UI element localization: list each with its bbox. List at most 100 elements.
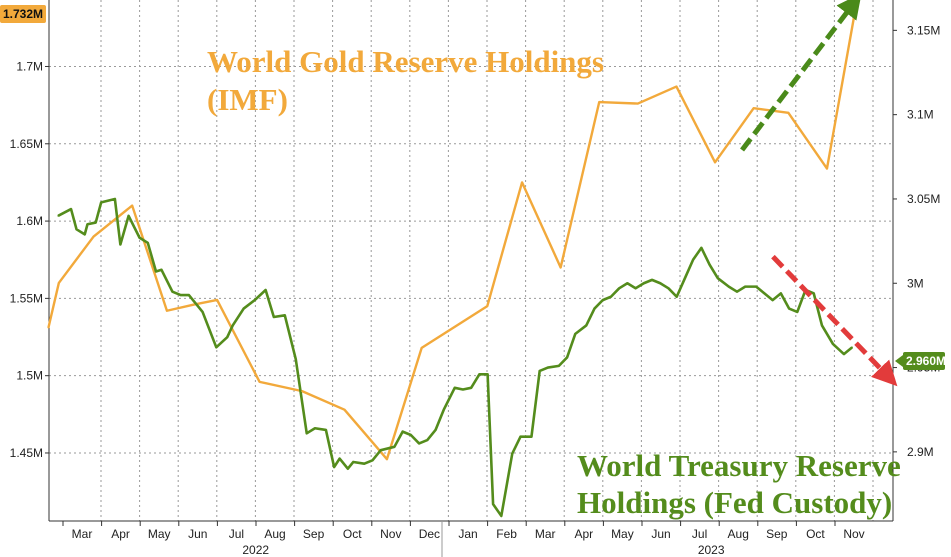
right-tick-label: 2.9M	[907, 445, 934, 459]
month-label: Aug	[728, 527, 749, 541]
treasury-point	[146, 241, 149, 244]
gold-point	[301, 390, 303, 392]
treasury-point	[305, 432, 308, 435]
month-label: May	[148, 527, 171, 541]
treasury-point	[659, 282, 662, 285]
treasury-title-line1: World Treasury Reserve	[577, 448, 901, 483]
gold-current-value: 1.732M	[3, 7, 43, 21]
gold-point	[258, 381, 261, 383]
treasury-point	[426, 439, 429, 441]
treasury-point	[242, 307, 245, 310]
gold-point	[386, 458, 388, 460]
treasury-point	[708, 263, 711, 266]
treasury-point	[393, 446, 396, 448]
month-label: Oct	[343, 527, 362, 541]
treasury-point	[601, 299, 604, 301]
treasury-point	[119, 243, 122, 246]
gold-point	[826, 167, 828, 170]
month-label: Jul	[692, 527, 707, 541]
treasury-point	[675, 295, 678, 298]
treasury-point	[231, 324, 234, 327]
treasury-point	[83, 233, 86, 236]
treasury-point	[434, 429, 437, 431]
gold-point	[420, 347, 423, 349]
treasury-point	[253, 299, 256, 301]
left-tick-label: 1.5M	[16, 369, 43, 383]
month-label: Sep	[766, 527, 788, 541]
treasury-point	[788, 307, 790, 310]
left-tick-label: 1.55M	[10, 291, 43, 305]
month-label: Apr	[574, 527, 593, 541]
treasury-point	[160, 268, 163, 271]
gold-title-line2: (IMF)	[207, 82, 288, 117]
month-label: Feb	[496, 527, 517, 541]
treasury-point	[201, 311, 204, 313]
gold-point	[714, 161, 716, 164]
gold-point	[486, 305, 489, 307]
treasury-point	[379, 449, 382, 451]
month-label: Jul	[229, 527, 244, 541]
gold-point	[559, 266, 562, 269]
treasury-point	[410, 434, 412, 436]
treasury-point	[401, 430, 404, 433]
treasury-point	[585, 324, 588, 327]
treasury-point	[771, 299, 774, 301]
gold-point	[598, 101, 601, 103]
treasury-point	[634, 287, 637, 290]
treasury-point	[127, 215, 130, 217]
treasury-point	[667, 287, 670, 290]
treasury-point	[717, 277, 719, 280]
gold-point	[853, 16, 855, 18]
treasury-point	[547, 366, 549, 369]
treasury-point	[138, 236, 141, 239]
treasury-point	[70, 208, 72, 210]
treasury-point	[851, 346, 853, 349]
treasury-point	[314, 427, 316, 430]
left-tick-label: 1.45M	[10, 446, 43, 460]
treasury-point	[352, 461, 355, 463]
treasury-point	[179, 294, 182, 296]
treasury-point	[755, 285, 757, 288]
gold-point	[92, 235, 95, 238]
year-labels: 2022 2023	[242, 543, 725, 557]
treasury-point	[574, 333, 577, 335]
treasury-point	[294, 358, 297, 360]
month-label: Jan	[458, 527, 477, 541]
gridlines	[49, 0, 893, 521]
gold-series-points	[47, 16, 855, 460]
gold-point	[216, 299, 218, 301]
month-label: Oct	[806, 527, 825, 541]
treasury-point	[763, 292, 766, 295]
treasury-point	[780, 292, 782, 295]
gold-point	[752, 107, 755, 110]
treasury-point	[684, 277, 686, 280]
treasury-point	[57, 215, 59, 217]
treasury-point	[727, 285, 730, 288]
month-label: Jun	[651, 527, 670, 541]
treasury-point	[478, 373, 481, 376]
treasury-point	[453, 386, 456, 389]
treasury-point	[796, 311, 799, 313]
year-label: 2023	[698, 543, 725, 557]
treasury-point	[94, 221, 97, 224]
treasury-point	[226, 336, 229, 339]
treasury-current-value: 2.960M	[906, 354, 946, 368]
treasury-point	[188, 294, 190, 296]
right-tick-label: 3.1M	[907, 108, 934, 122]
gold-point	[521, 181, 523, 184]
treasury-point	[333, 466, 335, 468]
gold-point	[787, 112, 790, 114]
treasury-point	[470, 386, 472, 389]
treasury-point	[843, 353, 845, 355]
treasury-point	[511, 452, 514, 455]
left-tick-label: 1.65M	[10, 137, 43, 151]
gold-point	[637, 102, 639, 105]
treasury-point	[692, 258, 694, 261]
treasury-point	[618, 287, 620, 290]
gold-point	[58, 282, 60, 284]
month-label: Mar	[535, 527, 556, 541]
month-label: May	[611, 527, 634, 541]
treasury-point	[100, 201, 102, 204]
